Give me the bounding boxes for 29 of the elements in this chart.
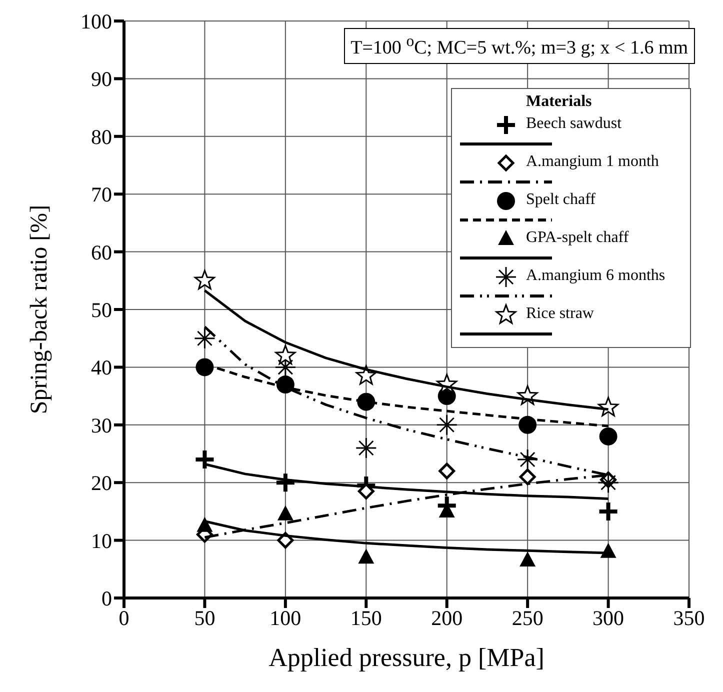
legend-label: Spelt chaff <box>526 191 596 209</box>
y-tick-label: 90 <box>91 67 112 92</box>
y-tick-label: 30 <box>91 413 112 438</box>
legend-title: Materials <box>526 93 593 111</box>
y-tick-label: 10 <box>91 528 112 553</box>
x-tick-label: 350 <box>673 606 705 630</box>
x-tick-label: 0 <box>118 606 130 630</box>
legend-label: A.mangium 1 month <box>526 153 659 171</box>
x-tick-label: 100 <box>270 606 302 630</box>
x-tick-label: 200 <box>431 606 463 630</box>
y-tick-label: 60 <box>91 240 112 264</box>
x-tick-label: 250 <box>512 606 544 630</box>
y-tick-label: 50 <box>91 298 112 322</box>
y-tick-label: 100 <box>80 9 112 34</box>
legend-label: Rice straw <box>526 305 594 323</box>
annotation: T=100 $^{o}$C; MC=5 wt.%; m=3 g; x < 1.6 mm <box>344 28 695 64</box>
x-tick-label: 50 <box>194 606 216 630</box>
x-tick-label: 300 <box>592 606 624 630</box>
x-tick-label: 150 <box>350 606 382 630</box>
y-tick-label: 80 <box>91 124 112 149</box>
legend-label: Beech sawdust <box>526 115 622 133</box>
y-tick-label: 70 <box>91 182 112 207</box>
x-axis-title: Applied pressure, p [MPa] <box>268 643 544 672</box>
y-tick-label: 40 <box>91 356 112 380</box>
legend-label: GPA-spelt chaff <box>526 229 629 247</box>
y-tick-label: 20 <box>91 471 112 496</box>
legend-label: A.mangium 6 months <box>526 267 666 285</box>
y-axis-title: Spring-back ratio [%] <box>26 204 53 414</box>
y-tick-label: 0 <box>102 586 112 610</box>
